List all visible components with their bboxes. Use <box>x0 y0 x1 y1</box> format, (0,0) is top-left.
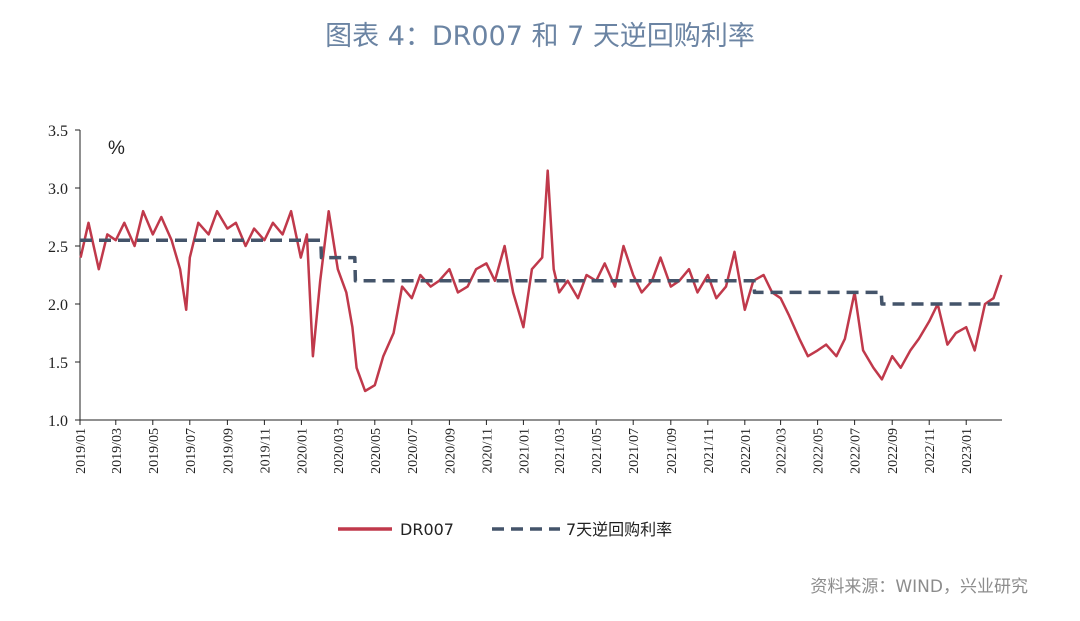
source-note: 资料来源：WIND，兴业研究 <box>810 577 1028 597</box>
series-line-reverse-repo <box>80 238 1002 306</box>
x-tick-label: 2019/03 <box>110 428 125 474</box>
y-unit-label: % <box>108 138 125 159</box>
x-tick-label: 2021/03 <box>553 428 568 474</box>
x-tick-label: 2020/11 <box>480 428 495 473</box>
x-tick-label: 2022/01 <box>739 428 754 474</box>
chart-title: 图表 4：DR007 和 7 天逆回购利率 <box>325 21 755 52</box>
y-tick-label: 1.0 <box>48 413 68 430</box>
x-tick-label: 2020/09 <box>443 428 458 474</box>
plot-area <box>79 169 1003 393</box>
y-tick-label: 1.5 <box>48 355 68 372</box>
series-line-dr007 <box>79 169 1003 393</box>
x-tick-label: 2022/07 <box>849 428 864 474</box>
x-tick-label: 2020/05 <box>369 428 384 474</box>
x-tick-label: 2022/11 <box>923 428 938 473</box>
x-tick-label: 2019/09 <box>221 428 236 474</box>
x-tick-label: 2020/03 <box>332 428 347 474</box>
y-tick-label: 3.5 <box>48 123 68 140</box>
x-axis: 2019/01 2019/03 2019/05 2019/07 2019/09 2019/… <box>74 419 1002 474</box>
x-tick-label: 2023/01 <box>960 428 975 474</box>
x-tick-label: 2020/07 <box>406 428 421 474</box>
y-tick-label: 2.0 <box>48 297 68 314</box>
x-tick-label: 2021/07 <box>627 428 642 474</box>
y-axis: 1.0 1.5 2.0 2.5 3.0 3.5 <box>48 123 81 430</box>
x-tick-label: 2019/05 <box>147 428 162 474</box>
legend-label-reverse-repo: 7天逆回购利率 <box>566 520 672 539</box>
legend-label-dr007: DR007 <box>400 520 454 539</box>
x-tick-label: 2021/01 <box>517 428 532 474</box>
x-tick-label: 2019/07 <box>184 428 199 474</box>
legend: DR007 7天逆回购利率 <box>338 520 672 539</box>
y-tick-label: 3.0 <box>48 181 68 198</box>
x-tick-label: 2022/09 <box>886 428 901 474</box>
x-tick-label: 2021/05 <box>590 428 605 474</box>
x-tick-label: 2022/03 <box>775 428 790 474</box>
x-tick-label: 2022/05 <box>812 428 827 474</box>
x-tick-label: 2021/11 <box>702 428 717 473</box>
x-tick-label: 2019/01 <box>74 428 89 474</box>
x-tick-label: 2021/09 <box>665 428 680 474</box>
x-tick-label: 2020/01 <box>295 428 310 474</box>
y-tick-label: 2.5 <box>48 239 68 256</box>
x-tick-label: 2019/11 <box>258 428 273 473</box>
